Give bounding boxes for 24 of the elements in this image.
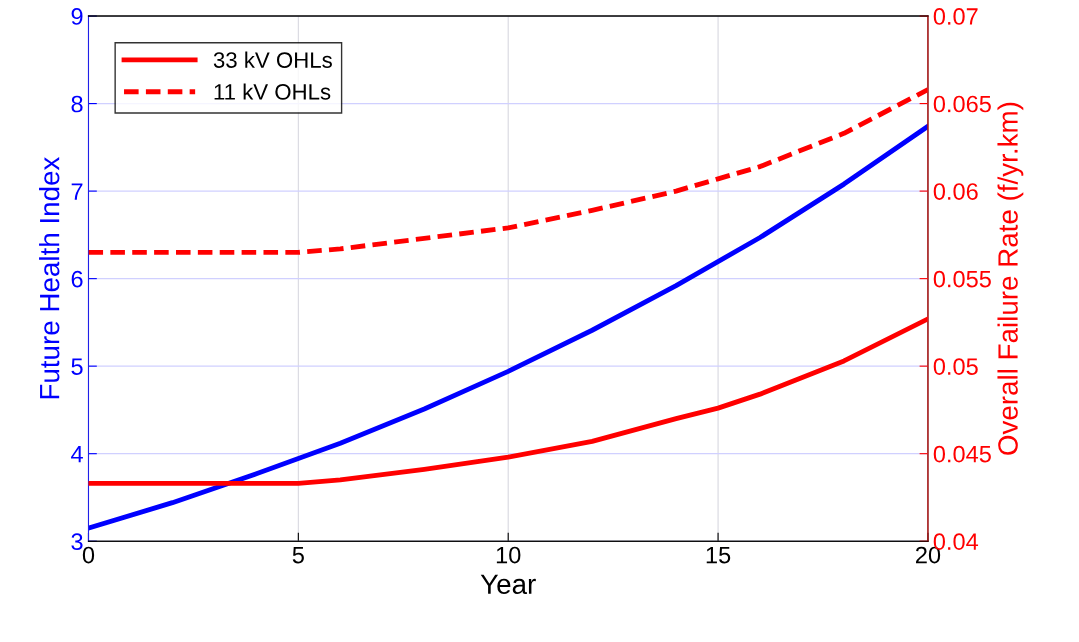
y-tick-label: 7 <box>71 183 83 200</box>
legend-label: 33 kV OHLs <box>213 51 332 68</box>
y-tick-label: 8 <box>71 95 83 113</box>
x-tick-label: 0 <box>82 546 95 564</box>
y2-tick-label: 0.07 <box>933 8 978 25</box>
y2-axis-title: Overall Failure Rate (f/yr.km) <box>997 102 1024 455</box>
x-tick-label: 5 <box>292 546 304 564</box>
y2-tick-label: 0.06 <box>933 183 978 200</box>
legend-label: 11 kV OHLs <box>214 83 331 100</box>
x-tick-label: 10 <box>496 546 521 564</box>
x-tick-label: 15 <box>706 546 731 564</box>
y-axis-title: Future Health Index <box>39 156 60 399</box>
line-series <box>88 316 928 486</box>
y-tick-label: 5 <box>71 358 83 375</box>
y2-tick-label: 0.045 <box>933 445 991 463</box>
line-series <box>88 123 928 531</box>
y-tick-label: 9 <box>71 8 83 25</box>
y-tick-label: 4 <box>71 445 83 463</box>
y2-tick-label: 0.065 <box>933 95 991 113</box>
y-tick-label: 3 <box>71 533 83 550</box>
y-tick-label: 6 <box>71 270 83 288</box>
y2-tick-label: 0.055 <box>933 270 991 288</box>
x-axis-title: Year <box>480 574 536 595</box>
y2-tick-label: 0.05 <box>933 358 978 375</box>
